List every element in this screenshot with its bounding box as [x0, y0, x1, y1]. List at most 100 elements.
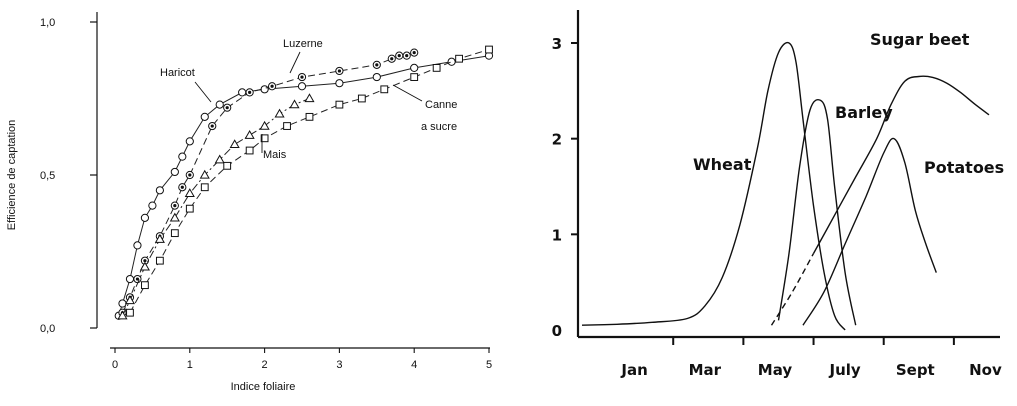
point-canne-a-sucre: [260, 134, 269, 143]
point-haricot: [260, 85, 269, 94]
left-y-axis-label: Efficience de captation: [6, 120, 18, 230]
label-potatoes: Potatoes: [924, 158, 1004, 177]
point-luzerne-dot: [180, 185, 184, 189]
point-haricot: [148, 201, 157, 210]
point-haricot: [118, 299, 127, 308]
point-canne-a-sucre: [126, 308, 134, 317]
left-ytick-label: 1,0: [40, 17, 55, 29]
point-canne-a-sucre: [283, 122, 291, 130]
right-ytick-label: 3: [552, 35, 562, 53]
point-haricot: [185, 137, 194, 146]
point-canne-a-sucre: [223, 161, 232, 170]
point-canne-a-sucre: [455, 54, 463, 63]
point-mais: [169, 212, 180, 222]
point-luzerne-dot: [405, 54, 409, 58]
point-luzerne-dot: [210, 124, 214, 128]
point-canne-a-sucre: [200, 183, 209, 192]
point-haricot: [238, 88, 247, 97]
line-haricot: [118, 55, 490, 316]
point-mais: [199, 169, 210, 179]
annotation-arrow-luzerne: [289, 51, 301, 74]
point-mais: [184, 188, 195, 198]
point-canne-a-sucre: [485, 45, 493, 54]
annotation-canne: Canne: [425, 99, 457, 111]
annotation-arrow-canne: [392, 84, 423, 102]
point-luzerne-dot: [337, 69, 341, 73]
point-canne-a-sucre: [335, 100, 344, 109]
left-xtick-label: 3: [336, 359, 342, 371]
point-mais: [304, 93, 315, 103]
right-ytick-label: 2: [552, 131, 562, 149]
point-mais: [117, 310, 128, 320]
series-canne-a-sucre: [126, 45, 493, 317]
label-sugar-beet: Sugar beet: [870, 30, 970, 49]
point-haricot: [297, 82, 307, 91]
annotation-arrow-haricot: [194, 81, 212, 103]
right-xtick-label: Mar: [689, 361, 722, 379]
point-luzerne-dot: [300, 75, 304, 79]
point-canne-a-sucre: [245, 146, 254, 155]
point-canne-a-sucre: [410, 73, 419, 81]
point-haricot: [372, 72, 381, 82]
curve-wheat: [581, 41, 846, 331]
right-x-ticks: Jan Mar May July Sept Nov: [620, 337, 1002, 379]
point-mais: [124, 295, 136, 305]
annotation-a-sucre: a sucre: [421, 121, 457, 133]
point-luzerne-dot: [173, 204, 177, 208]
curve-barley: [777, 98, 857, 326]
point-luzerne-dot: [135, 277, 140, 281]
point-luzerne-dot: [270, 84, 274, 88]
annotation-haricot: Haricot: [160, 67, 195, 79]
point-canne-a-sucre: [155, 256, 164, 265]
point-mais: [289, 99, 300, 109]
point-haricot: [133, 241, 142, 250]
right-xtick-label: Nov: [969, 361, 1002, 379]
right-chart: 0 1 2 3 Jan Mar May July Sept Nov Sugar beet Bar…: [552, 10, 1004, 379]
point-luzerne-dot: [390, 57, 394, 61]
point-canne-a-sucre: [357, 94, 366, 103]
left-x-ticks: 0 1 2 3 4 5: [112, 348, 492, 371]
point-haricot: [200, 112, 209, 121]
annotation-mais: Mais: [263, 149, 287, 161]
point-canne-a-sucre: [170, 229, 179, 238]
right-series-group: [581, 41, 990, 331]
label-wheat: Wheat: [693, 155, 752, 174]
right-ytick-label: 1: [552, 226, 562, 244]
point-canne-a-sucre: [305, 112, 314, 121]
point-mais: [154, 234, 165, 243]
point-luzerne-dot: [188, 173, 192, 177]
point-haricot: [215, 100, 224, 109]
point-luzerne-dot: [412, 51, 416, 55]
point-luzerne-dot: [397, 54, 401, 58]
annotation-luzerne: Luzerne: [283, 38, 323, 50]
series-haricot: [114, 51, 494, 320]
point-mais: [274, 108, 285, 118]
left-x-axis-label: Indice foliaire: [231, 381, 296, 393]
point-haricot: [140, 213, 150, 222]
left-chart: 1,0 0,5 0,0 Efficience de captation Indi…: [6, 12, 494, 393]
line-canne-a-sucre: [129, 49, 490, 313]
left-xtick-label: 1: [187, 359, 193, 371]
left-series-group: [114, 45, 494, 320]
series-mais: [117, 93, 315, 320]
right-xtick-label: Jan: [620, 361, 647, 379]
curve-potatoes: [802, 137, 937, 326]
curve-sugar-beet-dashed: [770, 253, 815, 326]
right-xtick-label: May: [758, 361, 793, 379]
point-mais: [229, 139, 240, 149]
point-haricot: [170, 167, 179, 177]
point-mais: [244, 130, 255, 139]
left-ytick-label: 0,5: [40, 170, 55, 182]
point-luzerne-dot: [143, 259, 147, 263]
left-xtick-label: 5: [486, 359, 492, 371]
left-xtick-label: 2: [262, 359, 268, 371]
left-ytick-label: 0,0: [40, 323, 55, 335]
point-haricot: [335, 79, 344, 88]
point-haricot: [155, 186, 164, 195]
point-haricot: [447, 57, 456, 66]
right-ytick-label: 0: [552, 322, 562, 340]
right-xtick-label: Sept: [896, 361, 935, 379]
point-haricot: [178, 152, 187, 161]
point-haricot: [125, 274, 135, 284]
